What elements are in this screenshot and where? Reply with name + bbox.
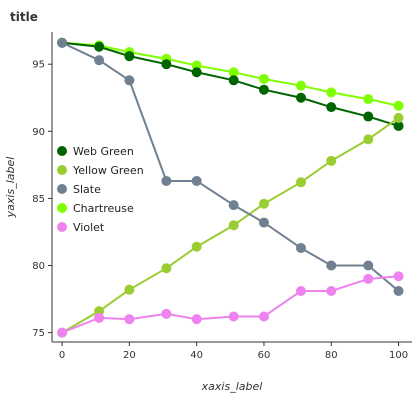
x-tick-label: 0 (59, 350, 65, 361)
data-point-violet (57, 327, 68, 338)
data-point-yellow-green (228, 220, 239, 231)
data-point-violet (94, 312, 105, 323)
legend-label: Web Green (73, 145, 134, 158)
data-point-slate (191, 175, 202, 186)
data-point-web-green (161, 59, 172, 70)
data-point-violet (228, 311, 239, 322)
series-lines (61, 41, 400, 334)
legend-marker-chartreuse (57, 203, 67, 213)
data-point-chartreuse (393, 100, 404, 111)
data-point-violet (295, 286, 306, 297)
data-point-slate (363, 260, 374, 271)
data-point-web-green (191, 67, 202, 78)
data-point-slate (393, 286, 404, 297)
data-point-slate (94, 55, 105, 66)
legend-marker-violet (57, 222, 67, 232)
legend-label: Slate (73, 183, 101, 196)
legend-label: Violet (73, 221, 105, 234)
data-point-yellow-green (124, 284, 135, 295)
x-axis-ticks: 0 20 40 60 80 100 (59, 342, 408, 361)
data-point-yellow-green (326, 155, 337, 166)
x-tick-label: 40 (190, 350, 203, 361)
data-point-yellow-green (161, 263, 172, 274)
data-point-violet (258, 311, 269, 322)
data-point-chartreuse (363, 94, 374, 105)
x-tick-label: 20 (123, 350, 136, 361)
legend-label: Yellow Green (72, 164, 144, 177)
series-line-web-green (61, 41, 399, 127)
data-point-web-green (393, 120, 404, 131)
data-point-slate (124, 75, 135, 86)
data-point-slate (161, 175, 172, 186)
series-line-violet (61, 275, 399, 334)
data-point-web-green (124, 51, 135, 62)
data-point-violet (326, 286, 337, 297)
data-point-yellow-green (258, 198, 269, 209)
x-axis-title: xaxis_label (201, 380, 263, 393)
legend: Web Green Yellow Green Slate Chartreuse Viol… (57, 145, 144, 234)
y-tick-label: 95 (32, 60, 45, 71)
data-point-violet (393, 271, 404, 282)
data-point-chartreuse (258, 73, 269, 84)
series-points (57, 37, 404, 338)
x-tick-label: 100 (389, 350, 408, 361)
data-point-chartreuse (326, 87, 337, 98)
legend-marker-web-green (57, 146, 67, 156)
data-point-violet (191, 314, 202, 325)
x-tick-label: 60 (258, 350, 271, 361)
data-point-chartreuse (295, 80, 306, 91)
data-point-slate (258, 217, 269, 228)
data-point-web-green (258, 84, 269, 95)
legend-label: Chartreuse (73, 202, 134, 215)
data-point-yellow-green (295, 177, 306, 188)
x-tick-label: 80 (325, 350, 338, 361)
data-point-yellow-green (363, 134, 374, 145)
data-point-chartreuse (228, 67, 239, 78)
data-point-yellow-green (191, 241, 202, 252)
data-point-violet (161, 308, 172, 319)
legend-marker-yellow-green (57, 165, 67, 175)
data-point-violet (124, 314, 135, 325)
y-axis-title: yaxis_label (4, 157, 17, 219)
data-point-web-green (94, 41, 105, 52)
chart-title: title (10, 10, 38, 24)
data-point-web-green (326, 102, 337, 113)
y-tick-label: 90 (32, 127, 45, 138)
data-point-slate (295, 243, 306, 254)
data-point-web-green (295, 92, 306, 103)
data-point-slate (57, 37, 68, 48)
data-point-violet (363, 273, 374, 284)
data-point-web-green (363, 111, 374, 122)
y-tick-label: 75 (32, 328, 45, 339)
data-point-yellow-green (393, 112, 404, 123)
y-tick-label: 80 (32, 261, 45, 272)
legend-marker-slate (57, 184, 67, 194)
y-tick-label: 85 (32, 194, 45, 205)
data-point-web-green (228, 75, 239, 86)
data-point-slate (326, 260, 337, 271)
data-point-slate (228, 200, 239, 211)
y-axis-ticks: 75 80 85 90 95 (32, 60, 52, 339)
